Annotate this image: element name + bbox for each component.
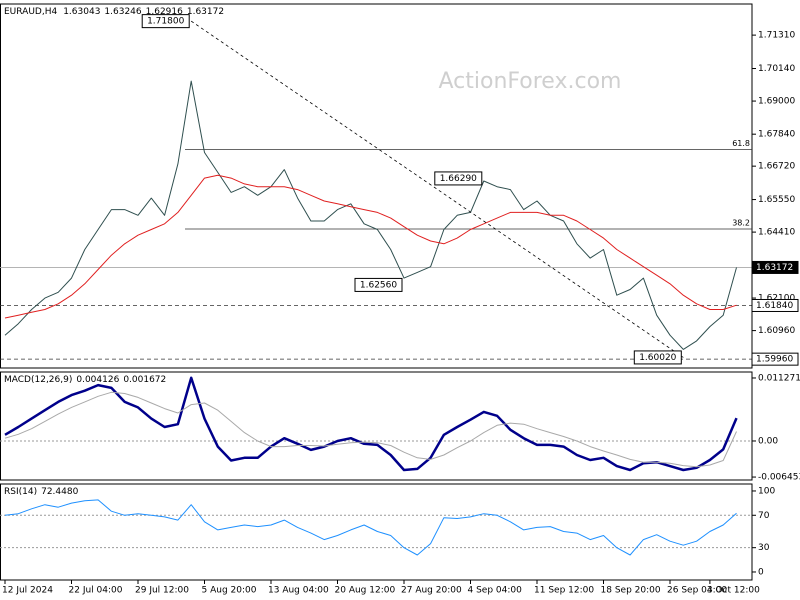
y-tick-label: 1.70140 — [758, 64, 795, 74]
x-tick-label: 11 Sep 12:00 — [534, 586, 594, 596]
series-line — [4, 499, 737, 556]
annotation-box — [434, 171, 483, 186]
symbol: EURAUD,H4 — [4, 7, 57, 17]
panel-frame — [0, 371, 753, 481]
watermark: ActionForex.com — [439, 69, 622, 94]
annotation-label: 1.71800 — [147, 17, 184, 27]
indicator-value: 72.4480 — [41, 487, 78, 497]
x-tick-label: 18 Sep 20:00 — [601, 586, 661, 596]
price-label-box — [751, 352, 799, 366]
price-label: 1.61840 — [756, 301, 793, 311]
panel-frame — [0, 483, 753, 581]
x-tick-label: 5 Aug 20:00 — [202, 586, 257, 596]
y-tick-label: 1.69000 — [758, 97, 795, 107]
fib-label: 38.2 — [732, 218, 750, 227]
panel: 1.71310 1.70140 1.69000 1.67840 1.66720 1.655… — [0, 7, 799, 596]
y-tick-label: 1.64410 — [758, 228, 795, 238]
x-tick-label: 29 Jul 12:00 — [135, 586, 189, 596]
x-tick-label: 3 Oct 12:00 — [707, 586, 760, 596]
x-tick-label: 20 Aug 12:00 — [335, 586, 396, 596]
panel: 100 70 30 0 RSI(14) 72.4480 — [0, 486, 775, 577]
indicator-value: 0.001672 — [123, 375, 166, 385]
y-tick-label: 100 — [758, 486, 775, 496]
x-tick-label: 22 Jul 04:00 — [69, 586, 123, 596]
header: EURAUD,H4 1.63043 1.63246 1.62916 1.63172 — [4, 7, 224, 17]
y-tick-label: 1.67840 — [758, 130, 795, 140]
x-tick-label: 27 Aug 20:00 — [401, 586, 462, 596]
ohlc-value: 1.63172 — [187, 7, 224, 17]
ohlc-value: 1.63246 — [104, 7, 141, 17]
indicator-value: 0.004126 — [76, 375, 119, 385]
series-line — [4, 80, 737, 350]
y-tick-label: 1.71310 — [758, 31, 795, 41]
y-tick-label: 0.011271 — [758, 373, 800, 383]
x-tick-label: 12 Jul 2024 — [2, 586, 53, 596]
annotation-box — [633, 350, 682, 365]
x-tick-label: 4 Sep 04:00 — [468, 586, 523, 596]
annotation-label: 1.66290 — [440, 174, 477, 184]
panel: 0.011271 0.00 -0.006453 MACD(12,26,9) 0.0041… — [0, 373, 800, 483]
y-tick-label: 30 — [758, 543, 770, 553]
indicator-label: MACD(12,26,9) 0.004126 0.001672 — [4, 375, 166, 385]
fib-label: 61.8 — [732, 139, 750, 148]
annotation-label: 1.60020 — [639, 353, 676, 363]
y-tick-label: 1.65550 — [758, 195, 795, 205]
price-label: 1.59960 — [756, 355, 793, 365]
y-tick-label: 70 — [758, 511, 770, 521]
indicator-label: RSI(14) 72.4480 — [4, 487, 79, 497]
price-label-box — [751, 260, 799, 274]
ohlc-value: 1.63043 — [63, 7, 100, 17]
annotation-label: 1.62560 — [360, 280, 397, 290]
indicator-name: MACD(12,26,9) — [4, 375, 72, 385]
series-line — [4, 391, 737, 468]
y-tick-label: 1.66720 — [758, 162, 795, 172]
series-line — [4, 174, 737, 319]
y-tick-label: -0.006453 — [758, 473, 800, 483]
ohlc-value: 1.62916 — [146, 7, 183, 17]
x-tick-label: 13 Aug 04:00 — [268, 586, 329, 596]
x-tick-label: 26 Sep 04:00 — [667, 586, 727, 596]
panel-frame — [0, 3, 753, 369]
y-tick-label: 1.62100 — [758, 294, 795, 304]
series-line — [4, 376, 738, 472]
annotation-box — [354, 277, 403, 292]
price-label: 1.63172 — [756, 263, 793, 273]
annotation-box — [141, 14, 190, 29]
indicator-name: RSI(14) — [4, 487, 37, 497]
y-tick-label: 1.60960 — [758, 326, 795, 336]
y-tick-label: 0.00 — [758, 436, 778, 446]
y-tick-label: 0 — [758, 567, 764, 577]
price-label-box — [751, 298, 799, 312]
